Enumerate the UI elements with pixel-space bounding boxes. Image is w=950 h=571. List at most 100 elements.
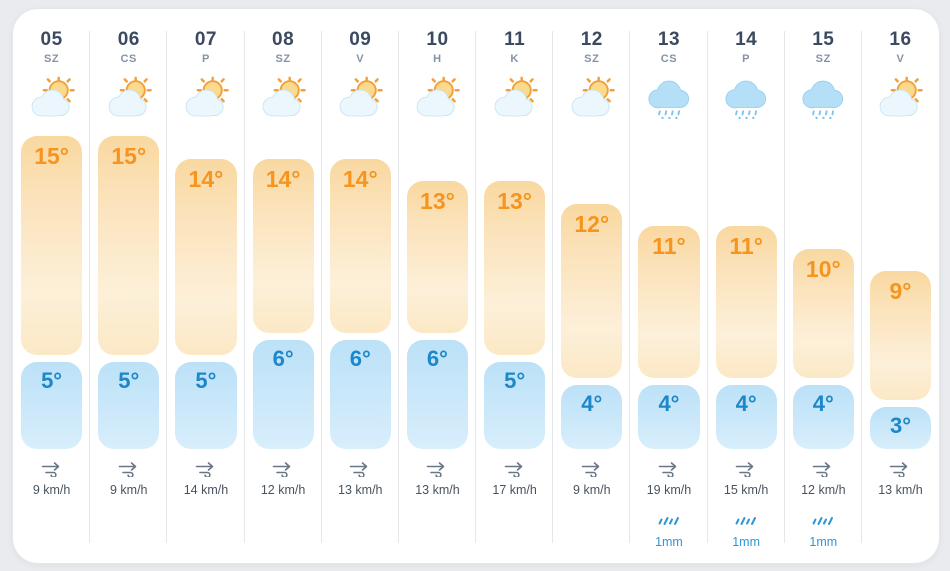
high-temp-label: 13° — [420, 188, 455, 214]
wind-block: 13 km/h — [322, 461, 399, 497]
high-temp-bar: 12° — [561, 203, 623, 378]
sun-behind-cloud-icon — [399, 74, 476, 120]
low-temp-label: 4° — [581, 390, 603, 416]
wind-block: 14 km/h — [167, 461, 244, 497]
low-temp-bar: 4° — [561, 384, 623, 449]
forecast-day-column[interactable]: 06 CS 15° 5° — [90, 9, 168, 563]
day-number: 09 — [349, 29, 372, 50]
sun-behind-cloud-icon — [13, 74, 90, 120]
rain-cloud-glyph — [802, 80, 844, 120]
forecast-day-column[interactable]: 07 P 14° 5° — [167, 9, 245, 563]
weekday-abbrev: SZ — [43, 52, 60, 65]
low-temp-bar: 4° — [638, 384, 700, 449]
low-temp-bar: 5° — [98, 362, 160, 449]
forecast-day-column[interactable]: 15 SZ 10° 4° — [785, 9, 862, 563]
low-temp-label: 4° — [735, 390, 757, 416]
wind-icon — [735, 462, 754, 479]
forecast-day-column[interactable]: 05 SZ 15° 5° — [13, 9, 91, 563]
low-temp-bar: 4° — [715, 384, 777, 449]
wind-block: 13 km/h — [399, 461, 476, 497]
low-temp-bar: 4° — [792, 384, 854, 449]
wind-icon — [658, 462, 677, 479]
wind-speed-label: 19 km/h — [646, 483, 692, 497]
wind-block: 12 km/h — [785, 461, 862, 497]
wind-speed-label: 9 km/h — [573, 483, 611, 497]
wind-icon — [427, 462, 445, 479]
sun-behind-cloud-icon — [476, 74, 553, 120]
day-number: 13 — [657, 29, 681, 50]
forecast-day-column[interactable]: 09 V 14° 6° — [322, 9, 399, 563]
wind-block: 9 km/h — [90, 461, 167, 497]
column-divider — [629, 31, 631, 543]
column-divider — [706, 31, 708, 543]
sun-behind-cloud-glyph — [880, 76, 924, 117]
column-divider — [166, 31, 168, 543]
wind-block: 9 km/h — [13, 461, 90, 497]
low-temp-bar: 3° — [869, 407, 932, 449]
sun-behind-cloud-icon — [90, 74, 167, 120]
sun-behind-cloud-icon — [553, 74, 630, 120]
sun-behind-cloud-icon — [322, 74, 399, 120]
forecast-day-column[interactable]: 11 K 13° 5° — [476, 9, 554, 563]
high-temp-label: 9° — [889, 278, 912, 304]
precipitation-block: 1mm — [785, 514, 862, 549]
high-temp-label: 10° — [805, 255, 841, 282]
wind-block: 19 km/h — [630, 461, 707, 497]
column-divider — [89, 31, 91, 543]
wind-icon — [41, 462, 59, 479]
sun-behind-cloud-icon — [862, 74, 939, 120]
weekday-abbrev: SZ — [584, 52, 600, 65]
low-temp-label: 3° — [889, 413, 911, 438]
sun-behind-cloud-glyph — [262, 76, 306, 117]
wind-icon — [581, 462, 600, 479]
wind-block: 13 km/h — [862, 461, 939, 497]
forecast-day-column[interactable]: 14 P 11° 4° — [708, 9, 785, 563]
column-divider — [860, 31, 862, 543]
day-number: 05 — [40, 29, 63, 50]
low-temp-label: 5° — [504, 368, 526, 393]
high-temp-bar: 13° — [406, 181, 469, 333]
precipitation-block: 1mm — [630, 514, 707, 549]
low-temp-label: 4° — [812, 390, 834, 416]
wind-speed-label: 12 km/h — [260, 483, 306, 497]
rain-streaks-icon — [812, 517, 834, 525]
wind-speed-label: 13 km/h — [878, 483, 923, 497]
rain-cloud-glyph — [648, 80, 690, 120]
forecast-day-column[interactable]: 16 V 9° 3° — [862, 9, 939, 563]
precip-amount-label: 1mm — [655, 535, 683, 549]
weekday-abbrev: K — [510, 52, 519, 65]
forecast-day-column[interactable]: 13 CS 11° 4° — [630, 9, 708, 563]
rain-streaks-icon — [735, 517, 757, 525]
wind-icon — [812, 462, 831, 479]
day-number: 07 — [194, 29, 217, 50]
weekday-abbrev: SZ — [815, 52, 831, 65]
forecast-card: 05 SZ 15° 5° — [12, 8, 940, 564]
low-temp-label: 5° — [195, 368, 217, 393]
wind-icon — [890, 462, 908, 479]
forecast-day-column[interactable]: 12 SZ 12° 4° — [553, 9, 631, 563]
precip-amount-label: 1mm — [809, 535, 838, 549]
wind-icon — [504, 462, 522, 479]
forecast-day-column[interactable]: 10 H 13° 6° — [399, 9, 477, 563]
wind-speed-label: 13 km/h — [415, 483, 460, 497]
high-temp-label: 14° — [342, 165, 378, 192]
low-temp-bar: 6° — [406, 339, 469, 449]
forecast-day-column[interactable]: 08 SZ 14° 6° — [245, 9, 322, 563]
low-temp-label: 5° — [41, 368, 63, 393]
rain-cloud-icon — [708, 74, 785, 120]
low-temp-bar: 6° — [329, 339, 391, 449]
wind-speed-label: 14 km/h — [183, 483, 229, 497]
high-temp-bar: 14° — [252, 158, 314, 333]
wind-block: 12 km/h — [245, 461, 322, 497]
low-temp-bar: 5° — [175, 362, 237, 449]
weekday-abbrev: SZ — [275, 52, 291, 65]
wind-block: 17 km/h — [476, 461, 553, 497]
high-temp-label: 14° — [265, 165, 301, 192]
wind-speed-label: 9 km/h — [110, 483, 148, 497]
weekday-abbrev: V — [356, 52, 365, 65]
sun-behind-cloud-glyph — [417, 76, 461, 117]
low-temp-bar: 6° — [252, 339, 314, 449]
rain-streaks-icon — [658, 517, 679, 525]
sun-behind-cloud-glyph — [185, 76, 229, 117]
wind-block: 15 km/h — [708, 461, 785, 497]
